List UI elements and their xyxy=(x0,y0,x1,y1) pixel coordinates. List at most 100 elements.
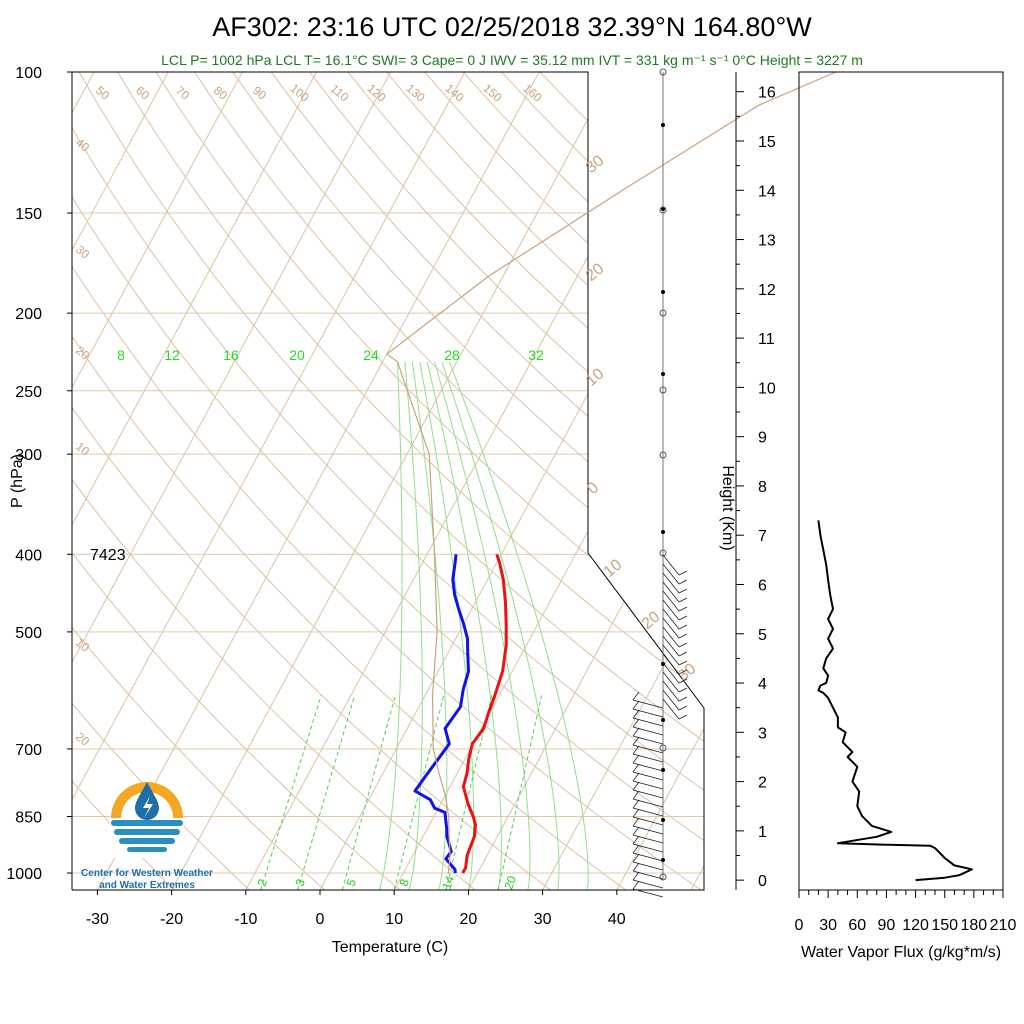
isotherm-line xyxy=(542,72,704,890)
calm-wind-circle xyxy=(659,309,667,317)
wind-barb-flag xyxy=(632,835,640,845)
height-tick-label: 14 xyxy=(758,183,776,200)
wind-barb xyxy=(632,780,664,790)
dry-adiabat-label: 130 xyxy=(403,81,428,105)
wind-barb-flag xyxy=(678,651,688,657)
skewt-background xyxy=(72,72,704,890)
y-tick-label: 500 xyxy=(15,625,42,642)
wind-barb-flag xyxy=(678,705,688,711)
isotherm-line xyxy=(96,72,540,890)
wind-barb xyxy=(632,744,664,754)
isotherm-line xyxy=(616,72,704,890)
wind-barb-flag xyxy=(678,606,688,612)
dry-adiabat-line xyxy=(72,72,551,890)
dry-adiabat-line xyxy=(232,72,704,890)
mixing-ratio-line xyxy=(497,695,543,890)
right-edge-label: 10 xyxy=(601,556,626,581)
dry-adiabat-line xyxy=(193,72,704,890)
mixing-ratio-top-label: 12 xyxy=(164,347,180,363)
mixing-ratio-top-label: 32 xyxy=(528,347,544,363)
height-tick-label: 5 xyxy=(758,627,767,644)
wind-barb xyxy=(632,834,664,844)
moist-adiabat-line xyxy=(448,361,589,890)
wind-barb xyxy=(632,816,664,826)
isotherm-line xyxy=(72,72,317,890)
moist-adiabat-line xyxy=(411,361,448,890)
y-tick-label: 200 xyxy=(15,306,42,323)
calm-wind-circle xyxy=(659,68,667,76)
flux-x-axis-label: Water Vapor Flux (g/kg*m/s) xyxy=(801,944,1001,961)
dry-adiabat-label: 110 xyxy=(328,81,352,104)
wind-level-dot xyxy=(661,858,665,862)
stats-line: LCL P= 1002 hPa LCL T= 16.1°C SWI= 3 Cap… xyxy=(161,52,863,68)
wind-barb xyxy=(662,626,680,648)
wind-barb xyxy=(662,653,680,675)
isotherm-line xyxy=(72,72,169,890)
wind-barb-flag xyxy=(632,691,640,701)
dry-adiabat-line xyxy=(72,72,401,890)
height-tick-label: 2 xyxy=(758,775,767,792)
mixing-ratio-bottom-label: 5 xyxy=(344,877,360,888)
height-tick-label: 1 xyxy=(758,824,767,841)
wind-barb xyxy=(632,726,664,736)
wind-barb xyxy=(662,617,680,639)
dry-adiabat-label: 150 xyxy=(480,81,505,105)
wind-barb xyxy=(662,554,680,576)
logo-wave-icon xyxy=(114,829,180,835)
moist-adiabat-line xyxy=(404,361,423,890)
right-edge-label: 10 xyxy=(583,365,608,390)
x-tick-label: -10 xyxy=(234,911,257,928)
dry-adiabat-line xyxy=(539,72,704,890)
dry-adiabat-line xyxy=(72,72,326,890)
wind-barb xyxy=(662,563,680,585)
dry-adiabat-label: 70 xyxy=(173,83,192,103)
wind-barb xyxy=(632,762,664,772)
isotherm-line xyxy=(171,72,614,890)
wind-barb xyxy=(632,798,664,808)
flux-x-tick-label: 120 xyxy=(902,917,929,934)
wind-barb-flag xyxy=(632,727,640,737)
y-tick-label: 700 xyxy=(15,742,42,759)
wind-barb-flag xyxy=(632,853,640,863)
mixing-ratio-top-label: 16 xyxy=(223,347,239,363)
wind-barb xyxy=(662,590,680,612)
left-edge-label: 10 xyxy=(73,635,92,655)
y-tick-label: 150 xyxy=(15,206,42,223)
isotherm-line xyxy=(72,72,392,890)
dry-adiabat-line xyxy=(72,72,476,890)
cw3e-logo: Center for Western Weather and Water Ext… xyxy=(81,782,213,891)
calm-wind-circle xyxy=(659,873,667,881)
moist-adiabat-line xyxy=(378,361,403,890)
wind-barb-flag xyxy=(632,781,640,791)
wind-barb-flag xyxy=(632,844,640,854)
flux-x-tick-label: 30 xyxy=(819,917,837,934)
flux-x-tick-label: 90 xyxy=(878,917,896,934)
wind-barb xyxy=(662,581,680,603)
mixing-ratio-top-label: 24 xyxy=(363,347,379,363)
wind-barb xyxy=(632,717,664,727)
wind-barb xyxy=(662,662,680,684)
y-tick-label: 250 xyxy=(15,384,42,401)
dry-adiabat-line xyxy=(72,72,250,890)
y-tick-label: 400 xyxy=(15,547,42,564)
height-tick-label: 11 xyxy=(758,331,775,348)
flux-x-tick-label: 210 xyxy=(990,917,1017,934)
wind-barb-flag xyxy=(632,736,640,746)
dry-adiabat-line xyxy=(72,72,175,890)
wind-barb-flag xyxy=(632,817,640,827)
dry-adiabat-line xyxy=(309,72,704,890)
logo-wave-icon xyxy=(119,838,175,844)
height-tick-label: 4 xyxy=(758,676,767,693)
y-tick-label: 1000 xyxy=(6,866,42,883)
mixing-ratio-line xyxy=(341,695,396,890)
wind-barb xyxy=(662,644,680,666)
calm-wind-circle xyxy=(659,206,667,214)
wind-barb-flag xyxy=(678,570,688,576)
wind-barb xyxy=(662,671,680,693)
wind-level-dot xyxy=(661,718,665,722)
figure-title: AF302: 23:16 UTC 02/25/2018 32.39°N 164.… xyxy=(212,12,812,42)
wind-level-dot xyxy=(661,123,665,127)
dry-adiabat-line xyxy=(72,72,704,890)
wind-barb-flag xyxy=(632,799,640,809)
